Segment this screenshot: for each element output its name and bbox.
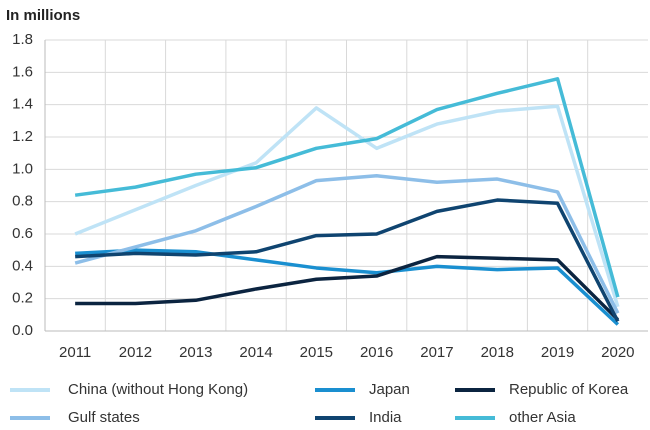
x-tick-label: 2013 [179,344,212,361]
x-tick-label: 2015 [300,344,333,361]
x-tick-label: 2014 [239,344,272,361]
y-tick-label: 1.4 [12,96,33,113]
legend-label: India [369,409,402,426]
y-tick-label: 0.6 [12,225,33,242]
legend-label: China (without Hong Kong) [68,381,248,398]
y-tick-label: 1.8 [12,31,33,48]
y-tick-label: 0.4 [12,257,33,274]
series-line [75,248,620,326]
x-tick-label: 2011 [59,344,91,361]
y-tick-label: 0.8 [12,193,33,210]
x-tick-label: 2019 [541,344,574,361]
series-line [75,254,620,321]
series-line [74,104,620,308]
y-tick-label: 1.2 [12,128,33,145]
x-tick-label: 2016 [360,344,393,361]
legend-label: other Asia [509,409,576,426]
legend-label: Gulf states [68,409,140,426]
series-line [74,174,620,314]
series-line [74,77,620,298]
series-line [75,198,620,323]
legend-label: Japan [369,381,410,398]
x-tick-label: 2020 [601,344,634,361]
y-tick-label: 0.0 [12,322,33,339]
x-tick-label: 2017 [420,344,453,361]
chart-title: In millions [6,7,80,24]
y-tick-label: 0.2 [12,290,33,307]
legend-label: Republic of Korea [509,381,629,398]
y-tick-label: 1.6 [12,63,33,80]
x-tick-label: 2012 [119,344,152,361]
x-tick-label: 2018 [481,344,514,361]
y-tick-label: 1.0 [12,160,33,177]
